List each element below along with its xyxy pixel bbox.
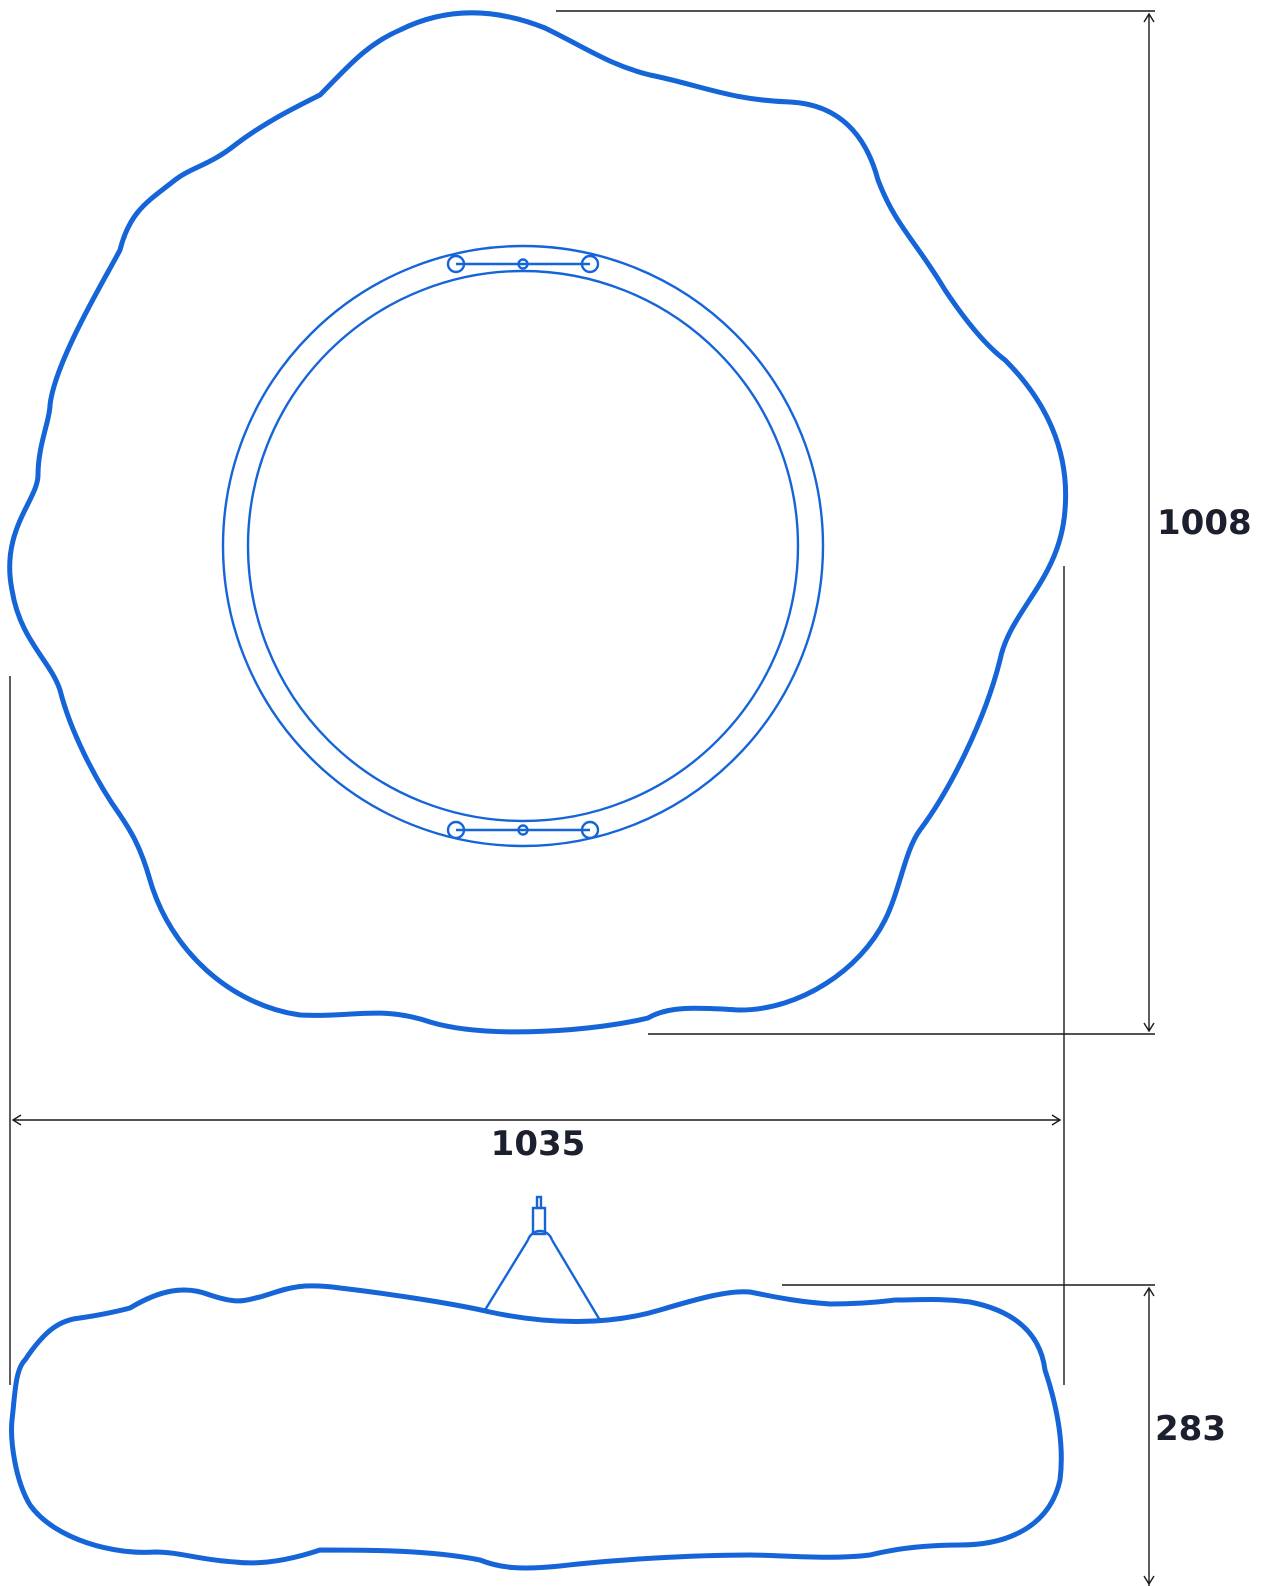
dimensions: 1008 1035 283 (9, 10, 1252, 1586)
mounting-ring-inner (246, 269, 800, 823)
top-view-outer-contour (7, 10, 1069, 1035)
suspension-hook (526, 1229, 554, 1241)
top-bracket-screw-left (446, 254, 466, 274)
suspension-pin (535, 1195, 543, 1210)
side-view (9, 1195, 1064, 1571)
depth-arrow-bottom (1143, 1575, 1155, 1586)
top-bracket (446, 254, 600, 274)
width-arrow-right (1051, 1114, 1062, 1126)
bottom-bracket-screw-left (446, 820, 466, 840)
bottom-bracket-screw-right (580, 820, 600, 840)
mounting-ring-outer (221, 244, 825, 848)
depth-dimension-label: 283 (1155, 1409, 1226, 1449)
bottom-bracket-screw-center (517, 824, 529, 836)
side-view-contour (9, 1283, 1064, 1571)
width-dimension-label: 1035 (491, 1124, 586, 1164)
width-arrow-left (11, 1114, 22, 1126)
depth-arrow-top (1143, 1286, 1155, 1297)
top-view (7, 10, 1069, 1035)
height-arrow-bottom (1143, 1022, 1155, 1033)
suspension-wire-right (550, 1239, 603, 1323)
bottom-bracket (446, 820, 600, 840)
suspension-wire-left (483, 1239, 530, 1311)
height-arrow-top (1143, 12, 1155, 23)
height-dimension-label: 1008 (1157, 503, 1252, 543)
top-bracket-screw-right (580, 254, 600, 274)
top-bracket-screw-center (517, 258, 529, 270)
